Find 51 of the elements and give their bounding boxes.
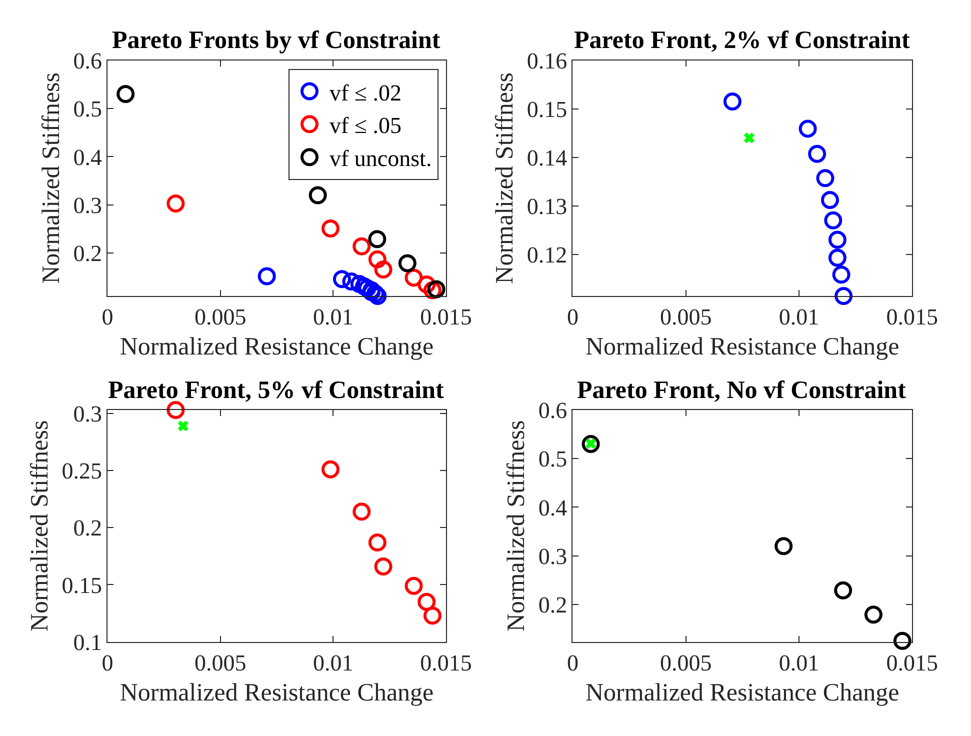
y-tick-label: 0.6: [73, 48, 102, 74]
y-axis-title: Normalized Stiffness: [503, 420, 530, 632]
x-tick-label: 0.01: [778, 650, 820, 676]
chart-title: Pareto Fronts by vf Constraint: [112, 27, 441, 54]
x-axis-title: Normalized Resistance Change: [120, 334, 434, 361]
y-tick-label: 0.25: [62, 458, 102, 484]
x-tick-label: 0.015: [420, 650, 472, 676]
y-tick-label: 0.1: [73, 630, 102, 655]
x-tick-label: 0.015: [886, 304, 938, 330]
x-axis-title: Normalized Resistance Change: [120, 679, 434, 706]
y-tick-label: 0.4: [538, 495, 568, 520]
y-tick-label: 0.5: [538, 446, 568, 472]
x-tick-label: 0.01: [778, 304, 820, 330]
x-tick-label: 0: [566, 304, 578, 330]
y-axis-title: Normalized Stiffness: [492, 72, 519, 284]
x-axis-title: Normalized Resistance Change: [586, 679, 900, 706]
y-tick-label: 0.12: [526, 242, 568, 268]
x-tick-label: 0: [102, 650, 114, 676]
y-tick-label: 0.2: [73, 516, 102, 541]
y-tick-label: 0.3: [73, 401, 102, 426]
chart-title: Pareto Front, 2% vf Constraint: [574, 27, 911, 54]
y-tick-label: 0.13: [526, 194, 568, 219]
x-tick-label: 0: [566, 650, 578, 676]
y-tick-label: 0.14: [526, 145, 568, 170]
x-tick-label: 0.005: [194, 304, 246, 330]
y-tick-label: 0.3: [73, 192, 102, 218]
y-axis-title: Normalized Stiffness: [38, 72, 65, 284]
y-tick-label: 0.2: [73, 241, 102, 266]
y-tick-label: 0.15: [526, 96, 568, 122]
chart-title: Pareto Front, No vf Constraint: [577, 377, 907, 404]
y-tick-label: 0.4: [73, 144, 102, 170]
y-tick-label: 0.6: [538, 398, 568, 424]
legend-label: vf ≤ .02: [329, 80, 402, 106]
y-tick-label: 0.15: [62, 572, 102, 598]
chart-title: Pareto Front, 5% vf Constraint: [108, 377, 445, 404]
legend-label: vf unconst.: [329, 146, 432, 172]
x-tick-label: 0.015: [886, 650, 938, 676]
y-tick-label: 0.16: [526, 48, 568, 74]
y-tick-label: 0.2: [538, 592, 568, 618]
x-tick-label: 0: [102, 304, 114, 330]
x-axis-title: Normalized Resistance Change: [586, 334, 900, 361]
x-tick-label: 0.005: [194, 650, 246, 676]
y-axis-title: Normalized Stiffness: [26, 420, 54, 632]
x-tick-label: 0.005: [660, 650, 712, 676]
x-tick-label: 0.005: [660, 304, 712, 330]
y-tick-label: 0.3: [538, 544, 568, 569]
x-tick-label: 0.01: [313, 650, 354, 676]
y-tick-label: 0.5: [73, 96, 102, 122]
legend-label: vf ≤ .05: [329, 113, 402, 138]
x-tick-label: 0.01: [313, 304, 354, 330]
x-tick-label: 0.015: [420, 304, 472, 330]
